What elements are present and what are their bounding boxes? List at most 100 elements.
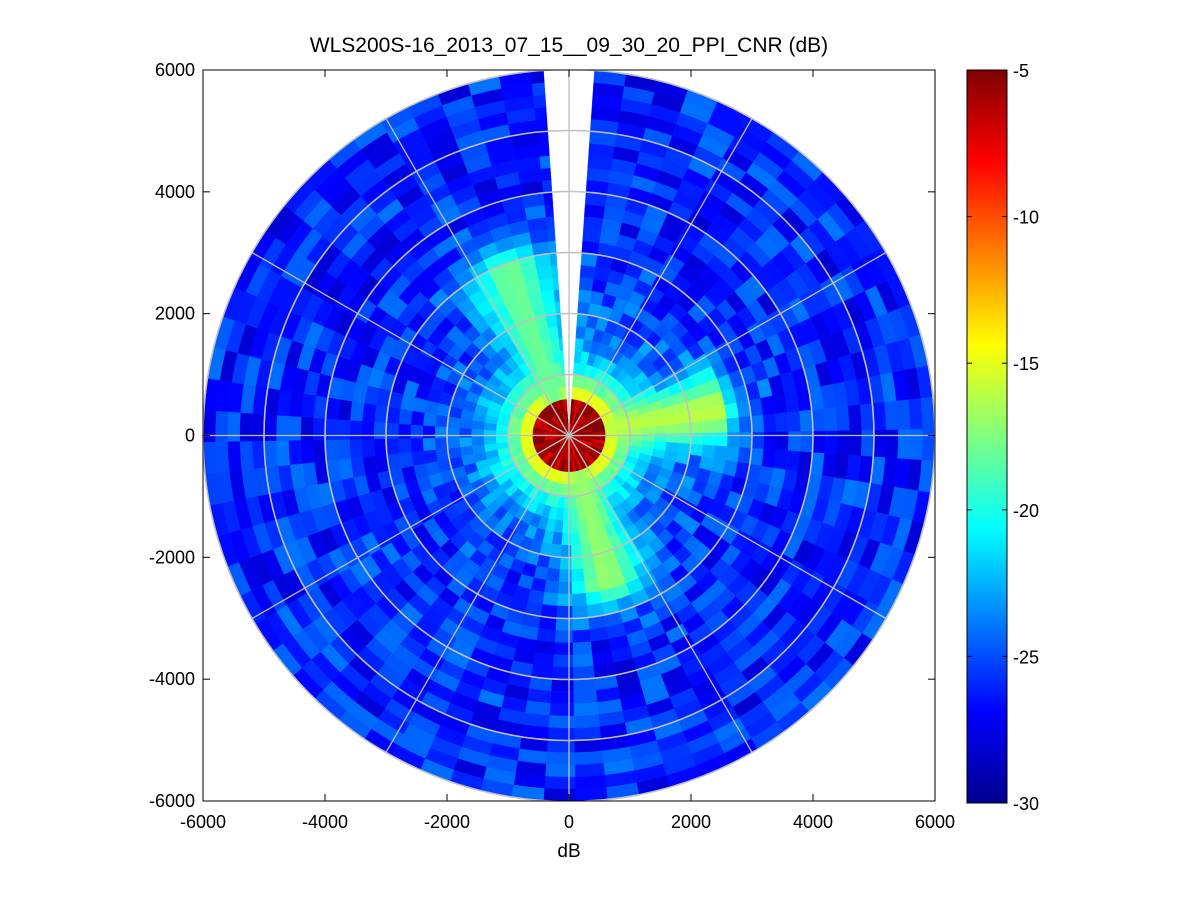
cnr-cell <box>873 429 887 458</box>
cnr-cell <box>550 690 574 705</box>
cnr-cell <box>712 405 727 421</box>
cnr-cell <box>536 265 553 281</box>
cnr-cell <box>349 438 363 459</box>
cnr-cell <box>534 106 548 121</box>
azimuth-spoke <box>385 435 570 753</box>
cnr-cell <box>629 427 643 435</box>
cnr-cell <box>373 438 388 457</box>
cnr-cell <box>571 605 589 619</box>
cnr-cell <box>584 204 606 219</box>
cnr-cell <box>536 131 549 145</box>
cnr-cell <box>702 419 716 434</box>
cnr-cells <box>203 70 935 801</box>
cnr-cell <box>398 451 414 469</box>
cnr-cell <box>540 167 552 181</box>
cnr-cell <box>761 448 777 469</box>
cnr-cell <box>552 277 560 291</box>
cnr-cell <box>471 436 485 446</box>
cnr-cell <box>385 422 399 439</box>
cnr-cell <box>545 751 575 766</box>
cnr-cell <box>533 94 547 109</box>
cnr-cell <box>572 641 593 656</box>
cnr-cell <box>543 191 554 206</box>
cnr-cell <box>553 642 574 656</box>
cnr-cell <box>583 216 604 231</box>
cnr-cell <box>584 578 600 594</box>
cnr-cell <box>422 412 437 427</box>
cnr-cell <box>570 520 580 534</box>
cnr-cell <box>582 566 598 582</box>
cnr-cell <box>553 289 560 303</box>
cnr-cell <box>530 70 545 84</box>
cnr-cell <box>547 228 556 242</box>
cnr-cell <box>411 450 426 466</box>
cnr-cell <box>787 411 801 432</box>
colorbar <box>966 69 1008 804</box>
colorbar-tick-label: -5 <box>1013 61 1029 81</box>
axis-ticks <box>202 69 936 802</box>
cnr-cell <box>578 289 593 304</box>
cnr-cell <box>410 437 424 453</box>
cnr-cell <box>800 431 814 453</box>
cnr-cell <box>689 443 704 457</box>
azimuth-spoke <box>251 434 570 620</box>
cnr-cell <box>574 750 604 766</box>
cnr-cell <box>312 439 327 463</box>
cnr-cell <box>726 417 740 433</box>
y-tick-label: -4000 <box>149 669 195 689</box>
cnr-cell <box>551 666 574 680</box>
cnr-cell <box>896 399 911 430</box>
cnr-cell <box>860 429 875 457</box>
cnr-cell <box>550 678 574 692</box>
cnr-cell <box>495 436 509 444</box>
cnr-cell <box>574 775 607 790</box>
y-tick-labels: 6000 4000 2000 0 -2000 -4000 -6000 <box>149 60 195 811</box>
cnr-cell <box>540 289 556 305</box>
cnr-cell <box>544 776 576 790</box>
cnr-cell <box>398 423 412 439</box>
cnr-cell <box>349 419 363 440</box>
cnr-cell <box>434 414 449 428</box>
cnr-cell <box>548 715 575 729</box>
cnr-cell <box>543 788 576 801</box>
azimuth-spoke <box>568 435 753 753</box>
cnr-cell <box>573 690 598 705</box>
cnr-cell <box>288 439 303 466</box>
cnr-cell <box>570 508 579 522</box>
cnr-cell <box>573 726 602 741</box>
cnr-cell <box>361 438 376 458</box>
cnr-cell <box>531 82 546 96</box>
cnr-cell <box>215 410 229 442</box>
cnr-cell <box>227 411 241 442</box>
azimuth-spoke <box>568 251 887 437</box>
cnr-cell <box>811 408 826 432</box>
cnr-cell <box>227 441 242 472</box>
cnr-cell <box>361 402 377 423</box>
azimuth-spoke <box>251 251 570 437</box>
x-tick-label: -6000 <box>180 812 226 832</box>
cnr-cell <box>557 581 572 595</box>
cnr-cell <box>897 429 911 460</box>
x-axis-label: dB <box>557 841 580 862</box>
cnr-cell <box>555 617 573 631</box>
cnr-cell <box>713 445 728 461</box>
y-tick-label: 6000 <box>155 60 195 80</box>
cnr-cell <box>570 532 581 546</box>
cnr-cell <box>572 665 595 680</box>
cnr-cell <box>700 407 715 422</box>
cnr-cell <box>573 702 599 717</box>
cnr-cell <box>410 424 424 439</box>
chart-title: WLS200S-16_2013_07_15__09_30_20_PPI_CNR … <box>310 34 828 57</box>
cnr-cell <box>549 703 575 717</box>
cnr-cell <box>572 629 591 644</box>
x-tick-label: 6000 <box>915 812 955 832</box>
cnr-cell <box>570 556 584 570</box>
cnr-cell <box>239 412 253 442</box>
cnr-cell <box>552 654 574 668</box>
cnr-cell <box>653 425 667 435</box>
cnr-cell <box>751 431 765 450</box>
cnr-cell <box>361 420 375 440</box>
cnr-cell <box>542 179 553 194</box>
cnr-cell <box>726 432 740 448</box>
cnr-cell <box>573 677 596 692</box>
